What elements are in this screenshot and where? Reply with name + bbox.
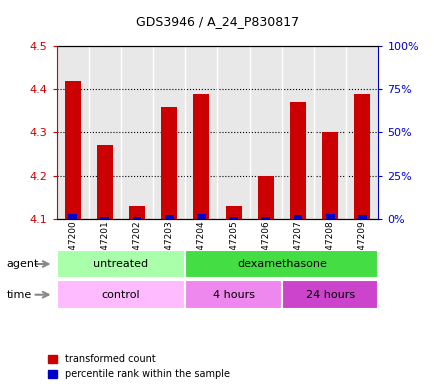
Bar [281,280,378,309]
Bar [197,214,205,219]
Bar [128,206,145,219]
Legend: transformed count, percentile rank within the sample: transformed count, percentile rank withi… [48,354,229,379]
Bar [353,94,369,219]
Bar [193,94,209,219]
Bar [164,215,173,219]
Text: control: control [102,290,140,300]
Bar [325,214,334,219]
Bar [132,217,141,219]
Bar [56,280,185,309]
Bar [65,81,81,219]
Bar [161,106,177,219]
Bar [261,217,270,219]
Bar [100,217,109,219]
Text: 4 hours: 4 hours [212,290,254,300]
Bar [321,132,338,219]
Text: dexamethasone: dexamethasone [237,259,326,269]
Text: agent: agent [7,259,39,269]
Text: GDS3946 / A_24_P830817: GDS3946 / A_24_P830817 [135,15,299,28]
Bar [97,146,113,219]
Bar [185,280,281,309]
Bar [185,250,378,278]
Bar [56,250,185,278]
Text: time: time [7,290,32,300]
Bar [293,215,302,219]
Bar [225,206,241,219]
Text: 24 hours: 24 hours [305,290,354,300]
Bar [257,175,273,219]
Bar [68,214,77,219]
Bar [289,102,305,219]
Text: untreated: untreated [93,259,148,269]
Bar [229,217,237,219]
Bar [357,215,366,219]
